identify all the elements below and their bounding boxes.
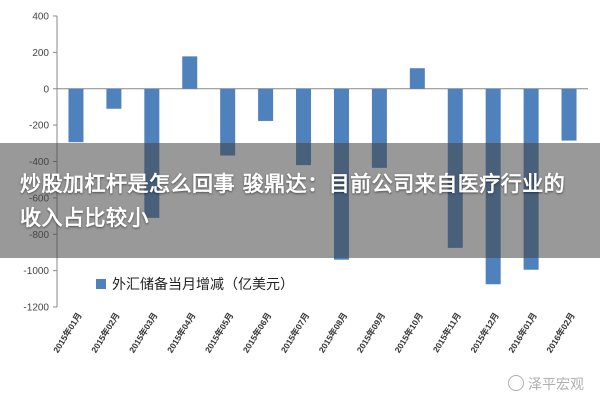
x-tick-label: 2015年11月 [431, 311, 463, 354]
y-tick-label: 0 [43, 84, 49, 95]
x-tick-label: 2015年12月 [468, 311, 501, 355]
x-tick-label: 2015年10月 [392, 311, 425, 355]
x-tick-label: 2015年02月 [89, 311, 122, 355]
x-tick-labels: 2015年01月 2015年02月 2015年03月 2015年04月 2015年05月… [51, 311, 577, 355]
bar [258, 88, 274, 121]
x-tick-label: 2015年09月 [355, 311, 388, 355]
watermark-text: 泽平宏观 [528, 377, 584, 393]
y-tick-label: -1000 [23, 266, 49, 277]
headline-overlay: 炒股加杠杆是怎么回事 骏鼎达：目前公司来自医疗行业的收入占比较小 [0, 143, 600, 258]
x-tick-label: 2016年01月 [506, 311, 539, 355]
x-tick-label: 2015年05月 [203, 311, 236, 355]
bar [409, 68, 425, 89]
x-tick-label: 2015年04月 [165, 311, 198, 355]
x-tick-label: 2015年03月 [127, 311, 160, 355]
y-tick-label: -200 [29, 121, 49, 132]
x-tick-label: 2015年01月 [51, 311, 84, 355]
x-tick-label: 2015年06月 [241, 311, 274, 355]
x-tick-label: 2015年07月 [279, 311, 312, 355]
bar [220, 88, 236, 156]
x-tick-label: 2016年02月 [544, 311, 577, 355]
bar [68, 88, 84, 143]
legend-label: 外汇储备当月增减（亿美元） [112, 276, 294, 293]
y-tick-label: -1200 [23, 303, 49, 314]
y-tick-label: 400 [32, 12, 49, 23]
bar [182, 56, 198, 89]
legend-swatch [96, 279, 106, 289]
bar [106, 88, 122, 109]
x-tick-label: 2015年08月 [317, 311, 350, 355]
y-tick-label: 200 [32, 48, 49, 59]
watermark: 泽平宏观 [508, 374, 584, 394]
chart-legend: 外汇储备当月增减（亿美元） [96, 276, 294, 293]
bar [561, 88, 577, 141]
wechat-icon [508, 375, 524, 391]
headline-text: 炒股加杠杆是怎么回事 骏鼎达：目前公司来自医疗行业的收入占比较小 [20, 171, 566, 230]
